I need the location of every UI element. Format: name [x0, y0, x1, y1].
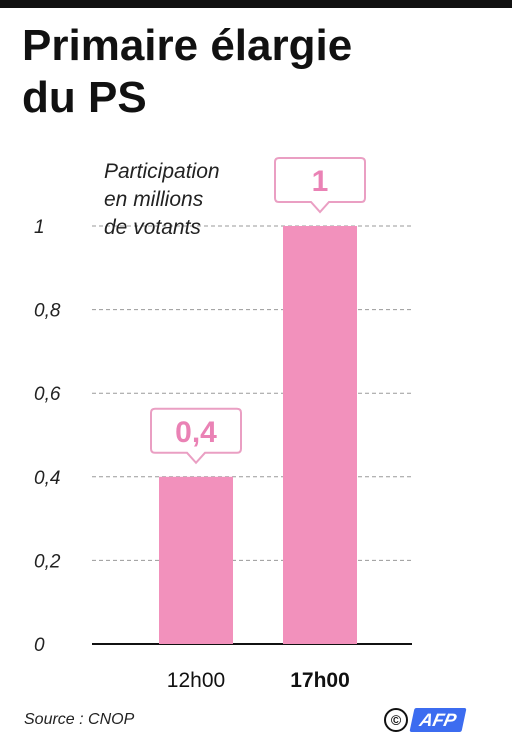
value-callout-box	[150, 407, 242, 465]
value-callout-box	[274, 157, 366, 214]
top-bar	[0, 0, 512, 8]
data-label: 1	[312, 165, 329, 198]
y-axis-label-line-2: en millions	[104, 188, 204, 211]
y-tick-label: 0,8	[34, 301, 61, 322]
bar	[283, 226, 357, 644]
afp-logo: AFP	[409, 708, 467, 732]
y-tick-label: 1	[34, 217, 45, 238]
x-tick-label: 17h00	[290, 669, 350, 692]
afp-logo-group: © AFP	[384, 706, 467, 734]
title-line-2: du PS	[22, 73, 147, 122]
bar	[159, 476, 233, 644]
y-tick-label: 0,2	[34, 551, 61, 572]
data-label: 0,4	[175, 416, 217, 449]
y-axis-label-line-3: de votants	[104, 216, 201, 239]
bar-chart: 0 0,2 0,4 0,6 0,8 1 0,4 12h00 1 17h00	[34, 157, 412, 692]
y-tick-label: 0	[34, 635, 45, 656]
source-note: Source : CNOP	[24, 711, 135, 728]
x-tick-label: 12h00	[167, 669, 225, 692]
chart-title: Primaire élargie du PS	[22, 20, 492, 124]
copyright-icon: ©	[384, 708, 408, 732]
y-tick-label: 0,4	[34, 468, 60, 489]
title-line-1: Primaire élargie	[22, 21, 353, 70]
y-tick-label: 0,6	[34, 384, 61, 405]
y-axis-label: Participation en millions de votants	[104, 158, 284, 242]
y-axis-label-line-1: Participation	[104, 160, 220, 183]
